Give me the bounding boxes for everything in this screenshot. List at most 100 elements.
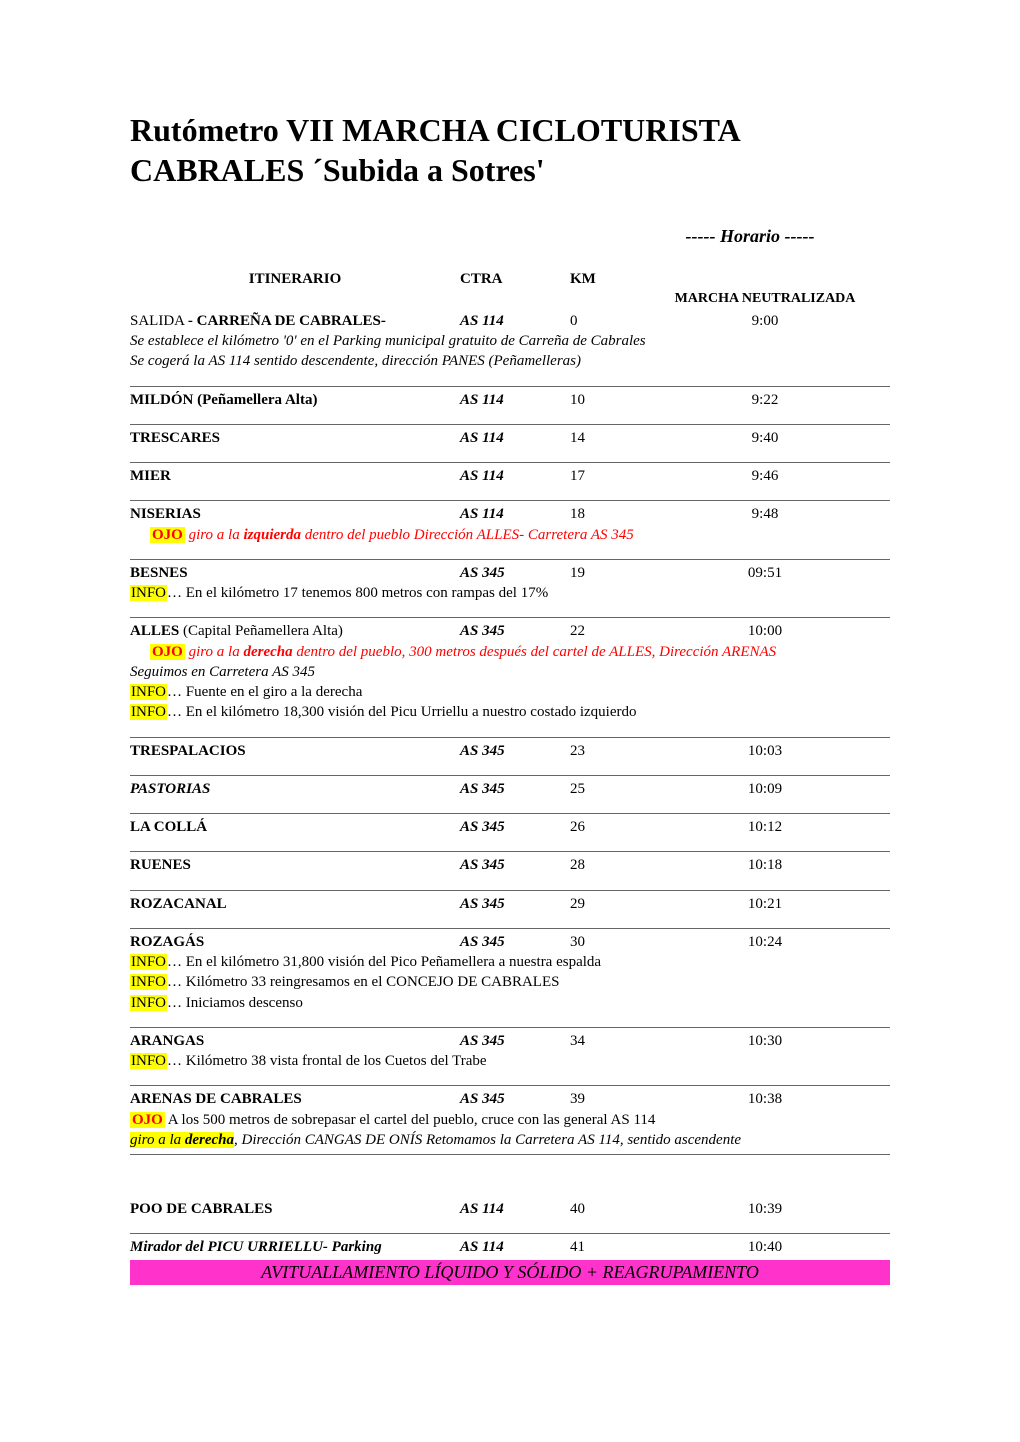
ojo-label: OJO xyxy=(150,527,185,543)
niserias-time: 9:48 xyxy=(650,504,880,524)
row-arenas: ARENAS DE CABRALES AS 345 39 10:38 xyxy=(130,1089,890,1109)
salida-time: 9:00 xyxy=(650,311,880,331)
arenas-hl-a: giro a la xyxy=(130,1132,185,1148)
mildon-km: 10 xyxy=(570,390,650,410)
trespal-ctra: AS 345 xyxy=(460,741,570,761)
rozagas-info2-text: … Kilómetro 33 reingresamos en el CONCEJ… xyxy=(167,974,559,990)
mirador-time: 10:40 xyxy=(650,1237,880,1257)
divider xyxy=(130,386,890,387)
rozagas-name: ROZAGÁS xyxy=(130,932,460,952)
niserias-ojo: OJO giro a la izquierda dentro del puebl… xyxy=(130,525,890,545)
divider xyxy=(130,1027,890,1028)
row-rozagas: ROZAGÁS AS 345 30 10:24 xyxy=(130,932,890,952)
rozagas-info1: INFO… En el kilómetro 31,800 visión del … xyxy=(130,952,890,972)
row-alles: ALLES (Capital Peñamellera Alta) AS 345 … xyxy=(130,621,890,641)
trespal-km: 23 xyxy=(570,741,650,761)
niserias-km: 18 xyxy=(570,504,650,524)
salida-ctra: AS 114 xyxy=(460,311,570,331)
rozagas-info3: INFO… Iniciamos descenso xyxy=(130,993,890,1013)
hdr-time-col xyxy=(650,271,880,288)
rozagas-info1-text: … En el kilómetro 31,800 visión del Pico… xyxy=(167,954,601,970)
arenas-km: 39 xyxy=(570,1089,650,1109)
divider xyxy=(130,462,890,463)
divider xyxy=(130,1085,890,1086)
niserias-name: NISERIAS xyxy=(130,504,460,524)
page-title: Rutómetro VII MARCHA CICLOTURISTA CABRAL… xyxy=(130,110,890,190)
arenas-hl-c: , Dirección CANGAS DE ONÍS Retomamos la … xyxy=(234,1132,741,1148)
divider xyxy=(130,813,890,814)
divider xyxy=(130,890,890,891)
row-niserias: NISERIAS AS 114 18 9:48 xyxy=(130,504,890,524)
besnes-time: 09:51 xyxy=(650,563,880,583)
pastorias-ctra: AS 345 xyxy=(460,779,570,799)
arenas-ojo-text: A los 500 metros de sobrepasar el cartel… xyxy=(165,1112,656,1128)
rozacanal-km: 29 xyxy=(570,894,650,914)
arangas-info1: INFO… Kilómetro 38 vista frontal de los … xyxy=(130,1051,890,1071)
divider xyxy=(130,1154,890,1155)
mildon-time: 9:22 xyxy=(650,390,880,410)
pastorias-km: 25 xyxy=(570,779,650,799)
mirador-name: Mirador del PICU URRIELLU- Parking xyxy=(130,1237,460,1257)
trescares-km: 14 xyxy=(570,428,650,448)
row-trespalacios: TRESPALACIOS AS 345 23 10:03 xyxy=(130,741,890,761)
row-poo: POO DE CABRALES AS 114 40 10:39 xyxy=(130,1199,890,1219)
rozagas-info2: INFO… Kilómetro 33 reingresamos en el CO… xyxy=(130,972,890,992)
alles-time: 10:00 xyxy=(650,621,880,641)
row-lacolla: LA COLLÁ AS 345 26 10:12 xyxy=(130,817,890,837)
arangas-time: 10:30 xyxy=(650,1031,880,1051)
info-label: INFO xyxy=(130,704,167,720)
lacolla-km: 26 xyxy=(570,817,650,837)
alles-ojo-a: giro a la xyxy=(185,644,244,660)
alles-suffix: (Capital Peñamellera Alta) xyxy=(179,623,343,639)
row-pastorias: PASTORIAS AS 345 25 10:09 xyxy=(130,779,890,799)
hdr-ctra: CTRA xyxy=(460,271,570,288)
mildon-name: MILDÓN (Peñamellera Alta) xyxy=(130,390,460,410)
mier-name: MIER xyxy=(130,466,460,486)
row-arangas: ARANGAS AS 345 34 10:30 xyxy=(130,1031,890,1051)
rozagas-ctra: AS 345 xyxy=(460,932,570,952)
title-line-1: Rutómetro VII MARCHA CICLOTURISTA xyxy=(130,112,741,148)
info-label: INFO xyxy=(130,954,167,970)
lacolla-time: 10:12 xyxy=(650,817,880,837)
arangas-info1-text: … Kilómetro 38 vista frontal de los Cuet… xyxy=(167,1053,487,1069)
arenas-name: ARENAS DE CABRALES xyxy=(130,1089,460,1109)
row-trescares: TRESCARES AS 114 14 9:40 xyxy=(130,428,890,448)
divider xyxy=(130,737,890,738)
divider xyxy=(130,775,890,776)
rozacanal-name: ROZACANAL xyxy=(130,894,460,914)
alles-ojo-c: dentro del pueblo, 300 metros después de… xyxy=(293,644,777,660)
ojo-label: OJO xyxy=(130,1112,165,1128)
alles-name: ALLES xyxy=(130,623,179,639)
poo-ctra: AS 114 xyxy=(460,1199,570,1219)
niserias-ojo-b: izquierda xyxy=(243,527,301,543)
info-label: INFO xyxy=(130,684,167,700)
row-rozacanal: ROZACANAL AS 345 29 10:21 xyxy=(130,894,890,914)
alles-info2: INFO… En el kilómetro 18,300 visión del … xyxy=(130,702,890,722)
besnes-info1: INFO… En el kilómetro 17 tenemos 800 met… xyxy=(130,583,890,603)
info-label: INFO xyxy=(130,995,167,1011)
besnes-info1-text: … En el kilómetro 17 tenemos 800 metros … xyxy=(167,585,548,601)
pastorias-time: 10:09 xyxy=(650,779,880,799)
info-label: INFO xyxy=(130,974,167,990)
lacolla-name: LA COLLÁ xyxy=(130,817,460,837)
ruenes-name: RUENES xyxy=(130,855,460,875)
divider xyxy=(130,928,890,929)
arenas-time: 10:38 xyxy=(650,1089,880,1109)
ruenes-ctra: AS 345 xyxy=(460,855,570,875)
info-label: INFO xyxy=(130,1053,167,1069)
title-line-2: CABRALES ´Subida a Sotres' xyxy=(130,152,545,188)
mier-km: 17 xyxy=(570,466,650,486)
rozagas-info3-text: … Iniciamos descenso xyxy=(167,995,303,1011)
arenas-hl-b: derecha xyxy=(185,1132,234,1148)
rozagas-km: 30 xyxy=(570,932,650,952)
arenas-ojo: OJO A los 500 metros de sobrepasar el ca… xyxy=(130,1110,890,1130)
alles-ojo-b: derecha xyxy=(243,644,292,660)
salida-note1: Se establece el kilómetro '0' en el Park… xyxy=(130,331,890,351)
row-mier: MIER AS 114 17 9:46 xyxy=(130,466,890,486)
rozagas-time: 10:24 xyxy=(650,932,880,952)
alles-ctra: AS 345 xyxy=(460,621,570,641)
divider xyxy=(130,424,890,425)
rozacanal-ctra: AS 345 xyxy=(460,894,570,914)
row-mirador: Mirador del PICU URRIELLU- Parking AS 11… xyxy=(130,1237,890,1257)
salida-km: 0 xyxy=(570,311,650,331)
